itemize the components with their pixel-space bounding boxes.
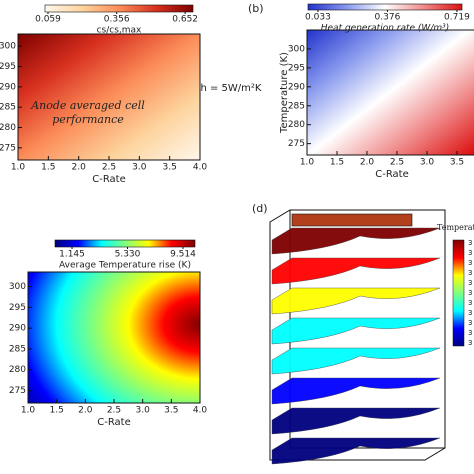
panel-label: (b) (248, 2, 264, 15)
x-tick-label: 1.0 (300, 158, 315, 168)
x-tick-label: 1.5 (50, 406, 64, 416)
colorbar-tick-label: 3 (468, 279, 472, 287)
contour-field (307, 30, 474, 155)
y-tick-label: 285 (288, 101, 305, 111)
colorbar (44, 4, 194, 13)
colorbar-tick-label: 3 (468, 289, 472, 297)
y-tick-label: 300 (0, 42, 16, 52)
x-tick-label: 3.0 (132, 163, 147, 173)
colorbar-tick-label: 3 (468, 259, 472, 267)
y-tick-label: 295 (288, 63, 305, 73)
contour-field (18, 34, 200, 160)
y-tick-label: 290 (288, 82, 305, 92)
x-tick-label: 4.0 (193, 163, 208, 173)
colorbar (307, 3, 463, 11)
x-tick-label: 2.5 (390, 158, 404, 168)
colorbar-label: Average Temperature rise (K) (59, 261, 191, 271)
colorbar-tick-label: 9.514 (170, 250, 196, 260)
x-axis-label: C-Rate (97, 417, 131, 428)
y-tick-label: 275 (288, 139, 305, 149)
x-tick-label: 2.5 (107, 406, 121, 416)
x-tick-label: 1.5 (330, 158, 344, 168)
colorbar-title: Temperature (437, 223, 474, 232)
x-tick-label: 1.0 (11, 163, 26, 173)
annotation: Anode averaged cell performance (30, 99, 145, 126)
y-tick-label: 295 (9, 303, 26, 313)
colorbar-tick-label: 3 (468, 309, 472, 317)
x-tick-label: 2.0 (360, 158, 375, 168)
x-tick-label: 1.5 (41, 163, 55, 173)
y-tick-label: 300 (288, 44, 305, 54)
y-tick-label: 280 (9, 365, 26, 375)
colorbar-tick-label: 5.330 (115, 250, 141, 260)
colorbar-tick-label: 3 (468, 249, 472, 257)
x-tick-label: 3.5 (164, 406, 178, 416)
x-tick-label: 3.5 (450, 158, 464, 168)
y-tick-label: 285 (0, 103, 16, 113)
y-tick-label: 300 (9, 282, 26, 292)
colorbar-tick-label: 3 (468, 329, 472, 337)
slice (271, 347, 441, 375)
slice (271, 377, 441, 405)
colorbar-tick-label: 3 (468, 239, 472, 247)
slice (271, 317, 441, 345)
y-tick-label: 285 (9, 344, 26, 354)
colorbar (452, 239, 465, 347)
y-tick-label: 275 (9, 386, 26, 396)
colorbar-tick-label: 0.059 (35, 15, 61, 25)
x-tick-label: 1.0 (21, 406, 36, 416)
colorbar-tick-label: 3 (468, 269, 472, 277)
colorbar-tick-label: 0.376 (375, 13, 401, 23)
colorbar-tick-label: 3 (468, 319, 472, 327)
x-tick-label: 2.0 (72, 163, 87, 173)
x-axis-label: C-Rate (375, 169, 409, 180)
y-tick-label: 295 (0, 62, 16, 72)
y-tick-label: 280 (0, 123, 16, 133)
x-axis-label: C-Rate (92, 174, 126, 185)
colorbar-tick-label: 3 (468, 299, 472, 307)
x-tick-label: 2.0 (78, 406, 93, 416)
x-tick-label: 3.0 (420, 158, 435, 168)
colorbar-tick-label: 0.033 (305, 13, 331, 23)
x-tick-label: 2.5 (102, 163, 116, 173)
y-axis-label: Temperature (K) (279, 52, 290, 134)
colorbar (54, 239, 196, 248)
top-band (291, 213, 413, 227)
x-tick-label: 4.0 (193, 406, 208, 416)
colorbar-label: cs/cs,max (97, 26, 142, 36)
side-note: h = 5W/m²K (200, 83, 261, 94)
slice (271, 287, 441, 315)
x-tick-label: 3.5 (163, 163, 177, 173)
panel-d-drawing (269, 209, 446, 465)
slice (271, 227, 441, 255)
colorbar-tick-label: 0.652 (172, 15, 198, 25)
x-tick-label: 3.0 (136, 406, 151, 416)
colorbar-tick-label: 3 (468, 339, 472, 347)
colorbar-label: Heat generation rate (W/m³) (321, 24, 450, 34)
colorbar-tick-label: 0.719 (444, 13, 470, 23)
y-tick-label: 280 (288, 120, 305, 130)
slice (271, 437, 441, 465)
slice (271, 407, 441, 435)
y-tick-label: 290 (0, 82, 16, 92)
colorbar-tick-label: 0.356 (104, 15, 130, 25)
contour-field (28, 272, 200, 403)
colorbar-tick-label: 1.145 (59, 250, 85, 260)
panel-label: (d) (252, 202, 268, 215)
y-tick-label: 275 (0, 143, 16, 153)
slice (271, 257, 441, 285)
y-tick-label: 290 (9, 324, 26, 334)
